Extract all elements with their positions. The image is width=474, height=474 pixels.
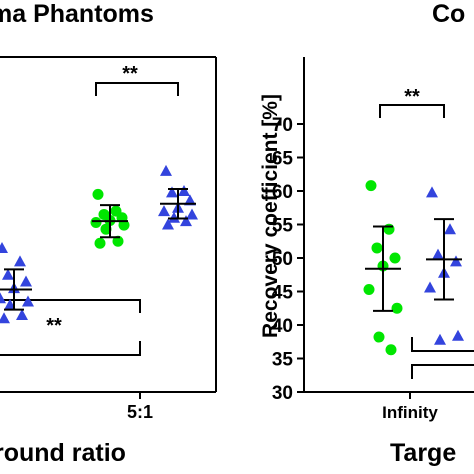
data-point [371, 242, 383, 254]
right-sig-label-top: ** [404, 86, 420, 108]
data-point [16, 308, 28, 320]
left-sig-bracket-top: ** [95, 63, 179, 96]
data-point [94, 237, 106, 249]
data-point [168, 211, 180, 223]
data-point [178, 185, 190, 196]
data-point [426, 186, 438, 198]
data-point [92, 188, 104, 200]
left-plot-area [0, 56, 217, 399]
data-point [2, 268, 14, 280]
data-point [118, 219, 130, 231]
data-point [180, 215, 192, 227]
y-tick-label: 70 [272, 115, 293, 136]
left-x-tick-label: 5:1 [127, 402, 153, 422]
data-point [186, 208, 198, 220]
data-point [160, 164, 172, 176]
right-panel-title: Co [432, 0, 465, 28]
data-point [424, 281, 436, 293]
y-tick-label: 50 [272, 249, 293, 270]
data-point [452, 329, 464, 341]
left-sig-label-top: ** [122, 63, 138, 85]
data-point [22, 295, 34, 307]
data-point [184, 194, 196, 206]
right-y-axis: 30 35 40 45 50 55 60 65 70 [272, 115, 304, 404]
y-tick-label: 35 [272, 350, 294, 371]
left-x-axis-label: round ratio [0, 439, 126, 467]
left-panel-title: ma Phantoms [0, 0, 154, 28]
data-point [166, 186, 178, 198]
left-sig-label-bottom: ** [46, 315, 62, 337]
y-tick-label: 30 [272, 383, 293, 404]
y-tick-label: 60 [272, 182, 293, 203]
y-tick-label: 55 [272, 216, 294, 237]
data-point [0, 241, 8, 253]
data-point [391, 302, 403, 314]
right-y-axis-label: Recovery coefficient [%] [259, 94, 282, 338]
data-point [444, 223, 456, 235]
data-point [365, 180, 377, 192]
data-point [389, 252, 401, 264]
data-point [90, 216, 102, 228]
data-point [434, 333, 446, 345]
right-sig-bracket-bottom [411, 337, 474, 379]
data-point [383, 223, 395, 235]
data-point [20, 275, 32, 287]
data-point [385, 344, 397, 356]
data-point [363, 283, 375, 295]
data-point [112, 235, 124, 247]
data-point [450, 255, 462, 267]
y-tick-label: 45 [272, 283, 294, 304]
data-point [432, 248, 444, 260]
right-x-axis-label: Targe [390, 439, 456, 467]
right-x-tick-label: Infinity [382, 403, 438, 422]
y-tick-label: 65 [272, 149, 294, 170]
data-point [373, 331, 385, 343]
data-point [14, 255, 26, 267]
data-point [0, 292, 6, 304]
data-point [162, 218, 174, 230]
data-marks [0, 164, 464, 356]
left-sig-bracket-bottom: ** [0, 299, 141, 356]
data-point [100, 223, 112, 235]
data-point [0, 312, 10, 324]
y-tick-label: 40 [272, 316, 293, 337]
data-point [158, 205, 170, 217]
right-sig-bracket-top: ** [379, 86, 445, 118]
